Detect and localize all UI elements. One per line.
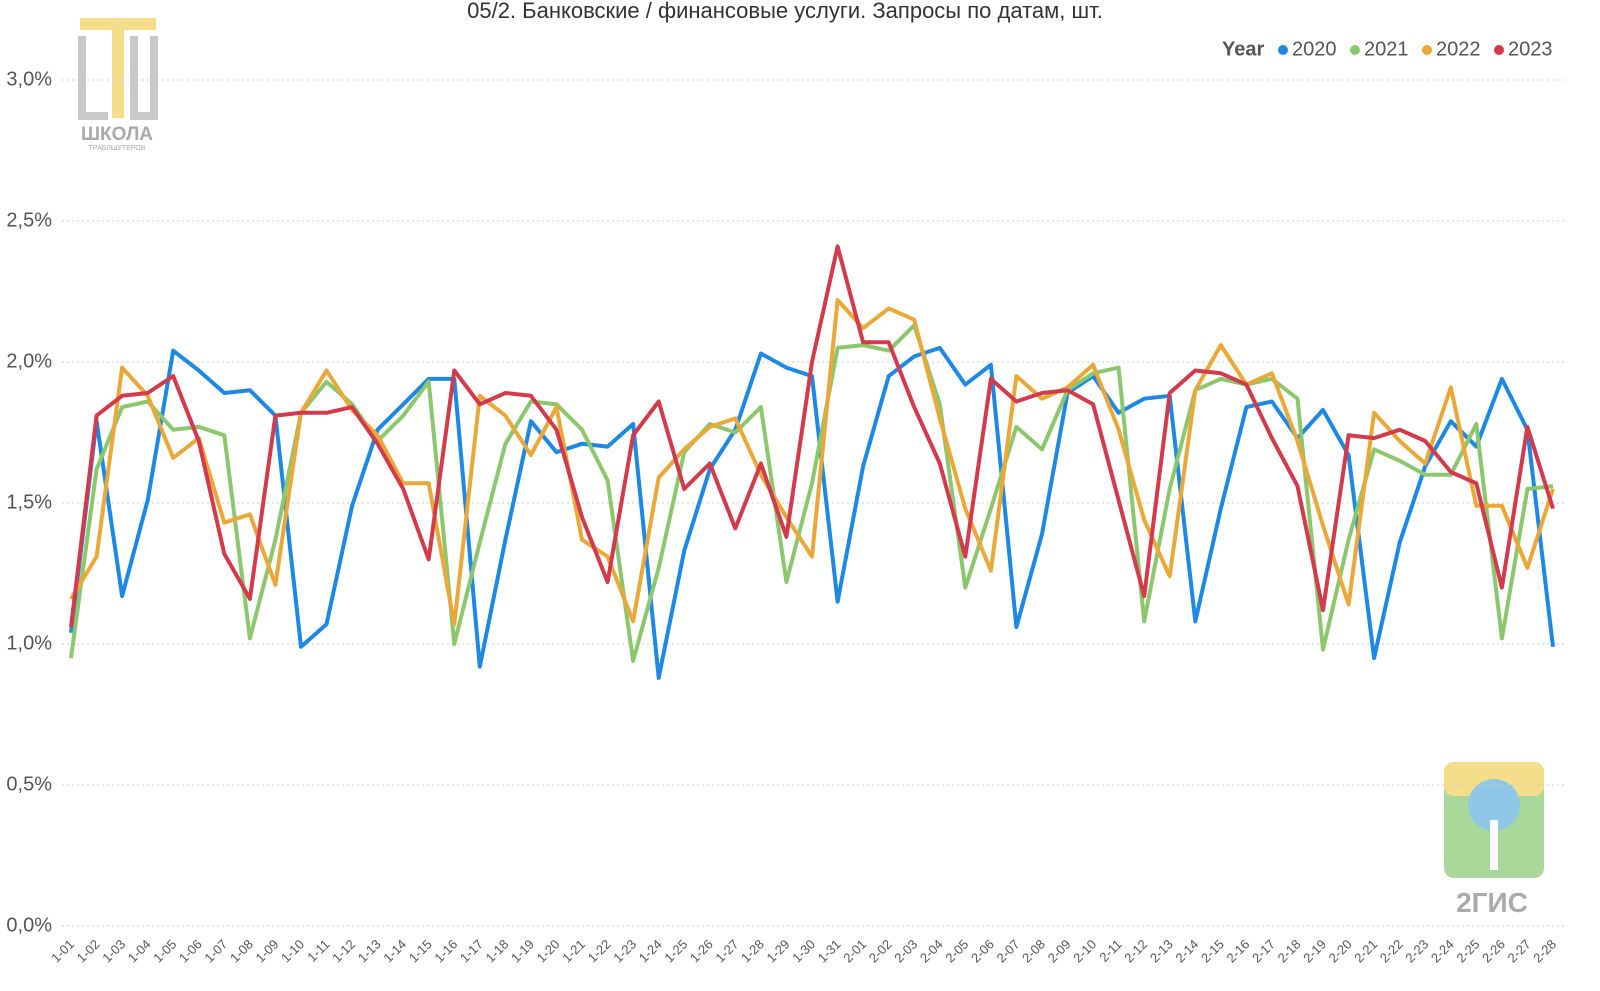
x-tick-label: 2-12	[1121, 937, 1150, 966]
y-tick-label: 2,0%	[6, 350, 52, 372]
gis-logo: 2ГИС	[1444, 762, 1544, 918]
x-tick-label: 1-20	[534, 937, 563, 966]
x-tick-label: 1-18	[482, 937, 511, 966]
x-tick-label: 2-09	[1045, 937, 1074, 966]
legend-marker	[1494, 45, 1504, 55]
x-tick-label: 2-10	[1070, 937, 1099, 966]
line-series	[69, 323, 1554, 663]
x-tick-label: 2-14	[1172, 937, 1201, 966]
x-tick-label: 1-07	[201, 937, 230, 966]
x-tick-label: 1-08	[227, 937, 256, 966]
x-tick-label: 1-24	[636, 937, 665, 966]
x-tick-label: 2-06	[968, 937, 997, 966]
chart-title: 05/2. Банковские / финансовые услуги. За…	[467, 0, 1103, 23]
x-tick-label: 1-11	[304, 937, 332, 965]
x-tick-label: 2-25	[1453, 937, 1482, 966]
legend-title: Year	[1222, 38, 1264, 60]
y-tick-label: 1,5%	[6, 491, 52, 513]
x-tick-label: 1-14	[380, 937, 409, 966]
legend-label: 2021	[1364, 38, 1409, 60]
x-tick-label: 2-13	[1147, 937, 1176, 966]
x-tick-label: 2-23	[1402, 937, 1431, 966]
legend-label: 2022	[1436, 38, 1481, 60]
x-tick-label: 2-20	[1326, 937, 1355, 966]
x-tick-label: 2-24	[1428, 937, 1457, 966]
logo-subtext: ТРАБЛШУТЕРОВ	[89, 145, 146, 152]
x-tick-label: 1-21	[559, 937, 588, 966]
x-tick-label: 2-16	[1223, 937, 1252, 966]
legend-label: 2023	[1508, 38, 1553, 60]
x-tick-label: 2-08	[1019, 937, 1048, 966]
x-tick-label: 1-05	[150, 937, 179, 966]
x-tick-label: 1-17	[457, 937, 486, 966]
logo-text: 2ГИС	[1456, 887, 1528, 918]
y-tick-label: 0,0%	[6, 914, 52, 936]
x-tick-label: 2-17	[1249, 937, 1278, 966]
x-tick-label: 1-03	[99, 937, 128, 966]
x-tick-label: 1-29	[764, 937, 793, 966]
x-tick-label: 1-16	[431, 937, 460, 966]
legend-label: 2020	[1292, 38, 1337, 60]
x-tick-label: 1-12	[329, 937, 358, 966]
x-tick-label: 1-01	[48, 937, 77, 966]
x-tick-label: 2-15	[1198, 937, 1227, 966]
line-series	[69, 298, 1555, 627]
x-tick-label: 2-19	[1300, 937, 1329, 966]
x-tick-label: 1-10	[278, 937, 307, 966]
x-tick-label: 1-27	[712, 937, 741, 966]
x-tick-label: 1-19	[508, 937, 537, 966]
x-tick-label: 2-18	[1275, 937, 1304, 966]
x-tick-label: 2-11	[1096, 937, 1124, 965]
y-tick-label: 2,5%	[6, 209, 52, 231]
x-tick-label: 2-05	[942, 937, 971, 966]
legend-marker	[1422, 45, 1432, 55]
x-tick-label: 2-26	[1479, 937, 1508, 966]
x-tick-label: 1-31	[815, 937, 844, 966]
x-tick-label: 1-22	[585, 937, 614, 966]
x-tick-label: 2-28	[1530, 937, 1559, 966]
y-tick-label: 3,0%	[6, 68, 52, 90]
x-tick-label: 1-26	[687, 937, 716, 966]
x-tick-label: 1-09	[253, 937, 282, 966]
x-tick-label: 1-23	[610, 937, 639, 966]
x-tick-label: 1-30	[789, 937, 818, 966]
x-tick-label: 1-06	[176, 937, 205, 966]
x-tick-label: 2-02	[866, 937, 895, 966]
y-tick-label: 1,0%	[6, 632, 52, 654]
x-tick-label: 1-15	[406, 937, 435, 966]
x-tick-label: 2-07	[994, 937, 1023, 966]
y-tick-label: 0,5%	[6, 773, 52, 795]
school-logo: ШКОЛА ТРАБЛШУТЕРОВ	[78, 18, 158, 152]
x-tick-label: 1-13	[355, 937, 384, 966]
x-tick-label: 1-25	[661, 937, 690, 966]
x-tick-label: 2-27	[1505, 937, 1534, 966]
line-series	[69, 345, 1555, 680]
x-tick-label: 2-22	[1377, 937, 1406, 966]
line-series	[69, 244, 1555, 628]
x-tick-label: 2-21	[1351, 937, 1380, 966]
logo-text: ШКОЛА	[81, 124, 153, 145]
x-tick-label: 2-01	[840, 937, 869, 966]
legend-marker	[1278, 45, 1288, 55]
x-tick-label: 2-04	[917, 937, 946, 966]
legend-marker	[1350, 45, 1360, 55]
x-tick-label: 2-03	[891, 937, 920, 966]
x-tick-label: 1-04	[125, 937, 154, 966]
x-tick-label: 1-02	[74, 937, 103, 966]
x-tick-label: 1-28	[738, 937, 767, 966]
